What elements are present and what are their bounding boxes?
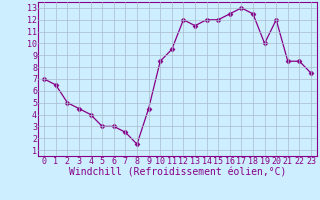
X-axis label: Windchill (Refroidissement éolien,°C): Windchill (Refroidissement éolien,°C): [69, 168, 286, 178]
